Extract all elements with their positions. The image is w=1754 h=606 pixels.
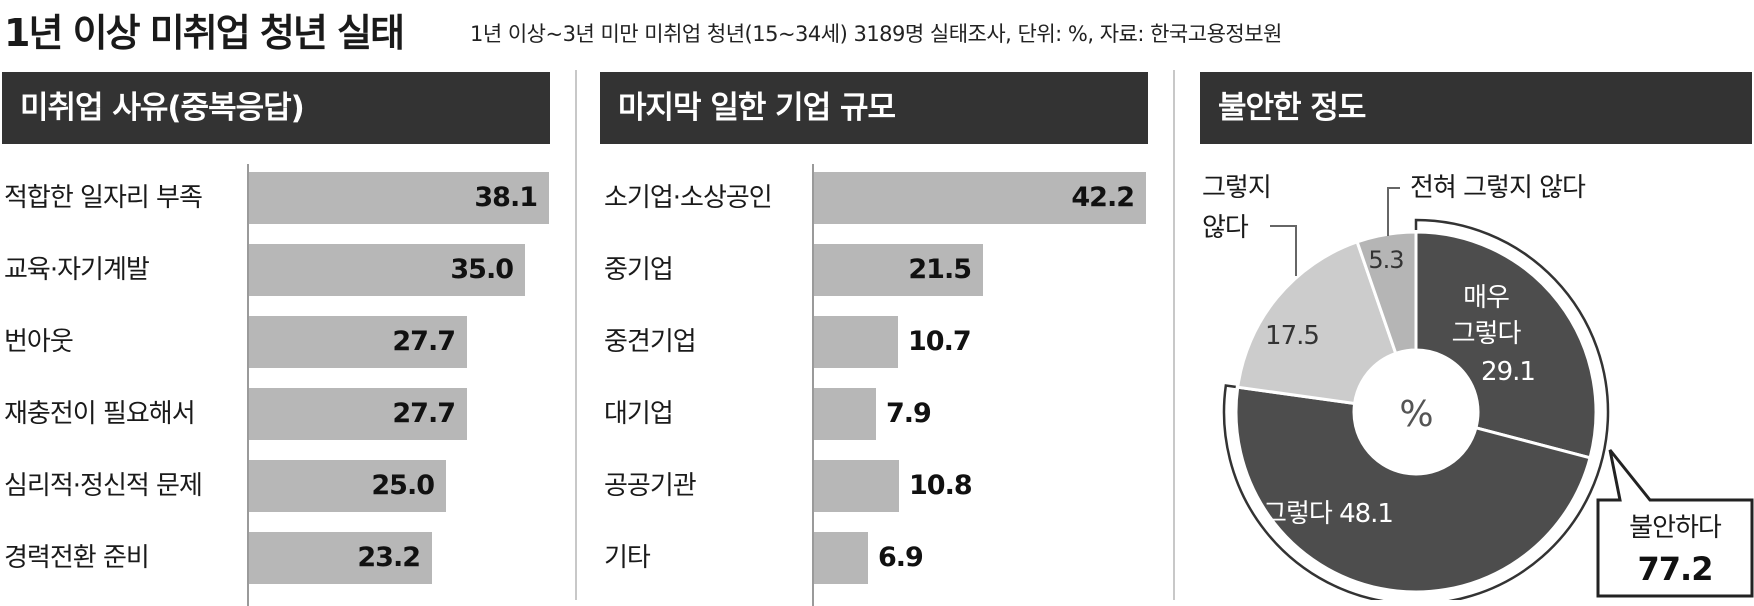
slice-label: 그렇지 xyxy=(1202,173,1271,203)
slice-label: 않다 xyxy=(1202,213,1249,243)
category-label: 중기업 xyxy=(604,255,674,285)
category-label: 소기업·소상공인 xyxy=(604,183,773,213)
category-label: 기타 xyxy=(604,543,651,573)
bar xyxy=(814,532,868,584)
pie-slice xyxy=(1414,230,1598,460)
bar xyxy=(249,532,432,584)
slice-label: 전혀 그렇지 않다 xyxy=(1410,173,1586,203)
pie-slice xyxy=(1234,385,1592,594)
panel-title-company-size: 마지막 일한 기업 규모 xyxy=(600,72,1148,144)
center-label: % xyxy=(1399,394,1432,435)
leader-line xyxy=(1270,225,1297,276)
category-label: 적합한 일자리 부족 xyxy=(4,183,203,213)
value-label: 35.0 xyxy=(450,254,514,285)
panel-company-size: 마지막 일한 기업 규모 소기업·소상공인 42.2 중기업 21.5 중견기업 10.7… xyxy=(600,72,1148,606)
bar-axis-line xyxy=(247,164,249,606)
panel-divider xyxy=(1173,70,1175,600)
page-title: 1년 이상 미취업 청년 실태 xyxy=(4,11,405,55)
anxious-bracket xyxy=(1222,218,1610,600)
panel-divider xyxy=(575,70,577,600)
slice-value-label: 5.3 xyxy=(1368,246,1403,274)
value-label: 25.0 xyxy=(371,470,435,501)
category-label: 번아웃 xyxy=(4,327,74,357)
value-label: 27.7 xyxy=(392,326,456,357)
category-label: 공공기관 xyxy=(604,471,697,501)
page-subtitle: 1년 이상~3년 미만 미취업 청년(15~34세) 3189명 실태조사, 단… xyxy=(470,22,1282,46)
bar xyxy=(249,316,467,368)
bar xyxy=(814,460,899,512)
bar xyxy=(249,388,467,440)
category-label: 교육·자기계발 xyxy=(4,255,150,285)
value-label: 10.7 xyxy=(908,326,972,357)
pie-slice xyxy=(1355,230,1418,356)
bar-axis-line xyxy=(812,164,814,606)
bar xyxy=(249,460,446,512)
summary-value: 77.2 xyxy=(1638,550,1713,588)
slice-label: 매우 xyxy=(1463,283,1509,313)
category-label: 재충전이 필요해서 xyxy=(4,399,196,429)
panel-unemployment-reasons: 미취업 사유(중복응답) 적합한 일자리 부족 38.1 교육·자기계발 35.0 번아… xyxy=(0,0,560,606)
panel-title-anxiety: 불안한 정도 xyxy=(1200,72,1752,144)
value-label: 23.2 xyxy=(357,542,421,573)
leader-line xyxy=(1387,187,1400,236)
summary-label: 불안하다 xyxy=(1629,513,1722,543)
category-label: 경력전환 준비 xyxy=(4,543,150,573)
bar xyxy=(814,316,898,368)
slice-value-label: 29.1 xyxy=(1481,357,1535,387)
slice-label: 그렇다 xyxy=(1452,319,1522,349)
value-label: 6.9 xyxy=(878,542,924,573)
panel-title-reasons: 미취업 사유(중복응답) xyxy=(2,72,550,144)
bar xyxy=(814,244,983,296)
summary-callout xyxy=(1596,449,1754,598)
slice-value-label: 17.5 xyxy=(1265,321,1319,351)
value-label: 10.8 xyxy=(909,470,973,501)
bar xyxy=(814,388,876,440)
bar xyxy=(814,172,1146,224)
category-label: 대기업 xyxy=(604,399,674,429)
value-label: 42.2 xyxy=(1071,182,1135,213)
bar xyxy=(249,172,549,224)
header: 1년 이상 미취업 청년 실태 1년 이상~3년 미만 미취업 청년(15~34… xyxy=(0,0,1754,56)
pie-slice xyxy=(1236,239,1398,406)
slice-label-text: 그렇다 xyxy=(1263,499,1333,529)
value-label: 38.1 xyxy=(474,182,538,213)
bar xyxy=(249,244,525,296)
category-label: 중견기업 xyxy=(604,327,697,357)
value-label: 21.5 xyxy=(908,254,972,285)
category-label: 심리적·정신적 문제 xyxy=(4,471,203,501)
slice-label: 그렇다 48.1 xyxy=(1263,499,1393,529)
value-label: 7.9 xyxy=(886,398,932,429)
slice-value-label: 48.1 xyxy=(1339,499,1393,529)
value-label: 27.7 xyxy=(392,398,456,429)
